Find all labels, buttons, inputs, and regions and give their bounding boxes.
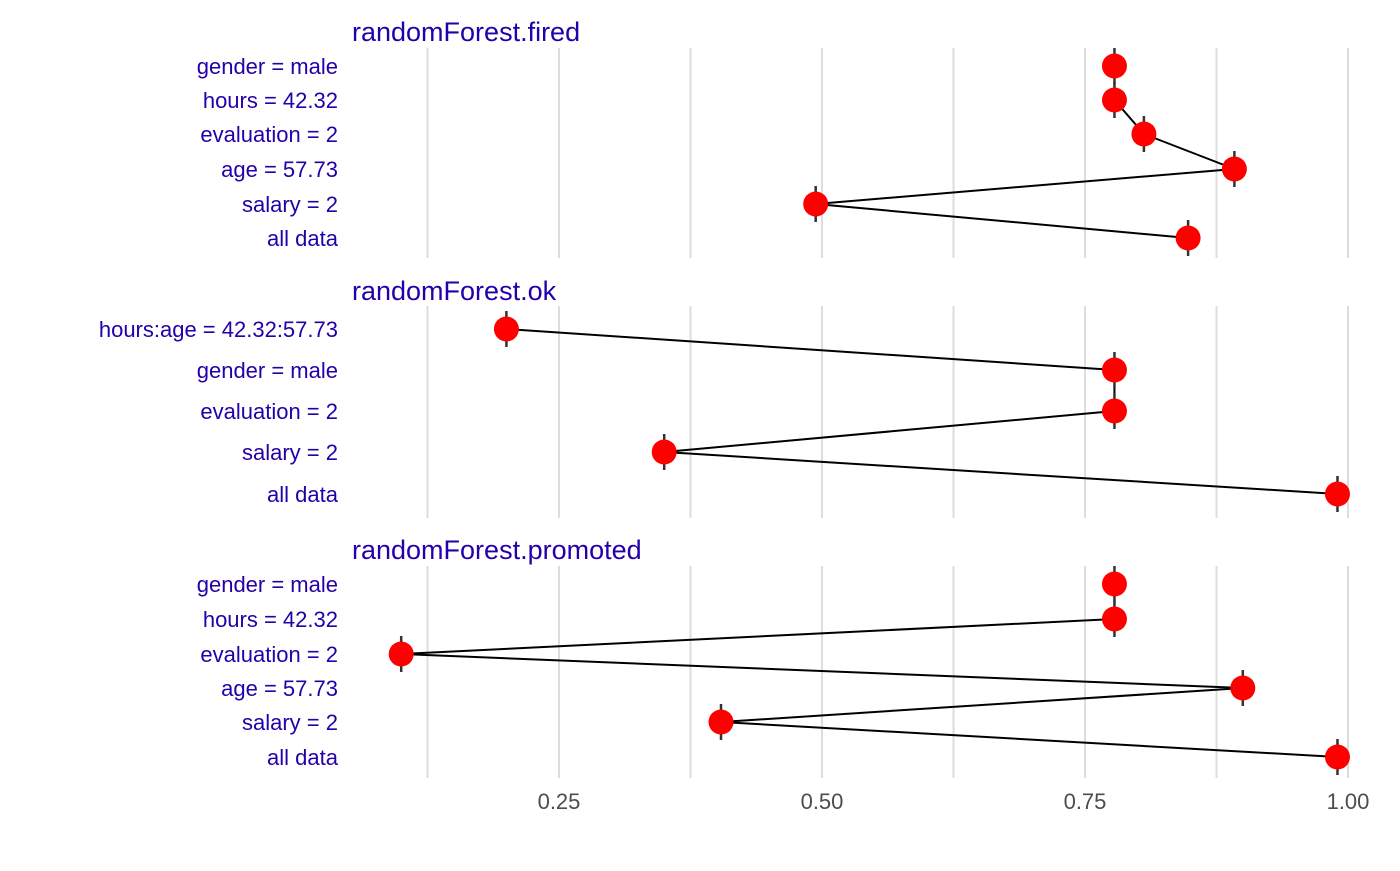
connector-line	[815, 203, 1189, 239]
row-label: age = 57.73	[221, 676, 338, 701]
row-label: age = 57.73	[221, 157, 338, 182]
data-point	[708, 709, 734, 735]
row-label: all data	[267, 482, 339, 507]
row-label: gender = male	[197, 572, 338, 597]
row-label: hours = 42.32	[203, 88, 338, 113]
connector-line	[720, 687, 1243, 723]
row-label: all data	[267, 745, 339, 770]
panel-0: randomForest.fired gender = male hours = 4…	[197, 17, 1349, 258]
connector-line	[664, 410, 1115, 453]
row-label: gender = male	[197, 54, 338, 79]
data-point	[1101, 87, 1127, 113]
data-point	[388, 641, 414, 667]
connector-line	[401, 618, 1115, 655]
connector-line	[506, 328, 1115, 371]
row-label: salary = 2	[242, 710, 338, 735]
row-label: salary = 2	[242, 192, 338, 217]
connector-line	[1143, 133, 1235, 170]
x-tick-label: 1.00	[1327, 789, 1370, 814]
panel-title: randomForest.promoted	[352, 535, 642, 565]
connector-line	[720, 721, 1338, 758]
data-point	[1175, 225, 1201, 251]
data-point	[1101, 606, 1127, 632]
panel-1: randomForest.ok hours:age = 42.32:57.73 ge…	[99, 276, 1350, 518]
data-point	[1101, 571, 1127, 597]
data-point	[803, 191, 829, 217]
connector-line	[664, 451, 1338, 495]
data-point	[1324, 744, 1350, 770]
x-tick-label: 0.25	[538, 789, 581, 814]
data-point	[651, 439, 677, 465]
row-label: all data	[267, 226, 339, 251]
x-tick-label: 0.75	[1064, 789, 1107, 814]
x-tick-label: 0.50	[801, 789, 844, 814]
connector-line	[815, 168, 1235, 205]
row-label: evaluation = 2	[200, 399, 338, 424]
panel-2: randomForest.promoted gender = male hours …	[197, 535, 1350, 778]
data-point	[1221, 156, 1247, 182]
data-point	[1101, 357, 1127, 383]
row-label: evaluation = 2	[200, 122, 338, 147]
data-point	[1324, 481, 1350, 507]
panel-title: randomForest.ok	[352, 276, 557, 306]
row-label: evaluation = 2	[200, 642, 338, 667]
data-point	[1230, 675, 1256, 701]
data-point	[1131, 121, 1157, 147]
data-point	[1101, 53, 1127, 79]
row-label: salary = 2	[242, 440, 338, 465]
connector-line	[401, 653, 1243, 689]
row-label: gender = male	[197, 358, 338, 383]
data-point	[493, 316, 519, 342]
data-point	[1101, 398, 1127, 424]
row-label: hours:age = 42.32:57.73	[99, 317, 338, 342]
panel-title: randomForest.fired	[352, 17, 580, 47]
row-label: hours = 42.32	[203, 607, 338, 632]
